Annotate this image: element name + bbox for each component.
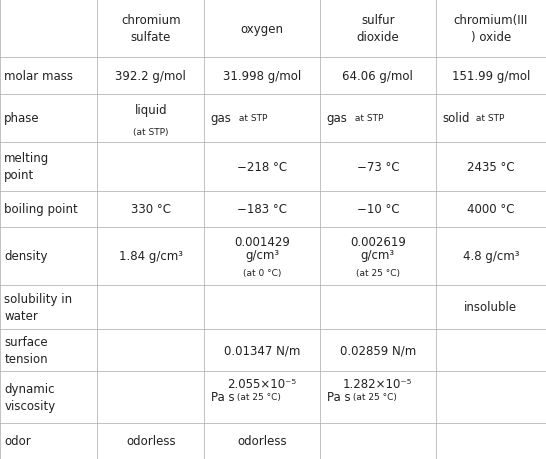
Text: odorless: odorless [238, 435, 287, 448]
Text: 151.99 g/mol: 151.99 g/mol [452, 70, 530, 83]
Text: 0.001429: 0.001429 [234, 235, 290, 248]
Text: 0.02859 N/m: 0.02859 N/m [340, 344, 416, 357]
Text: g/cm³: g/cm³ [245, 248, 279, 261]
Text: (at 25 °C): (at 25 °C) [234, 392, 281, 402]
Text: insoluble: insoluble [464, 301, 518, 314]
Text: boiling point: boiling point [4, 203, 78, 216]
Text: −183 °C: −183 °C [237, 203, 287, 216]
Text: sulfur
dioxide: sulfur dioxide [357, 14, 399, 44]
Text: chromium(III
) oxide: chromium(III ) oxide [454, 14, 528, 44]
Text: melting
point: melting point [4, 152, 50, 182]
Text: at STP: at STP [352, 114, 383, 123]
Text: gas: gas [211, 112, 232, 125]
Text: 1.84 g/cm³: 1.84 g/cm³ [118, 250, 183, 263]
Text: dynamic
viscosity: dynamic viscosity [4, 382, 56, 412]
Text: −218 °C: −218 °C [237, 161, 287, 174]
Text: −10 °C: −10 °C [357, 203, 399, 216]
Text: 4000 °C: 4000 °C [467, 203, 514, 216]
Text: 2.055×10⁻⁵: 2.055×10⁻⁵ [228, 378, 296, 391]
Text: (at 25 °C): (at 25 °C) [356, 268, 400, 277]
Text: solid: solid [442, 112, 470, 125]
Text: 330 °C: 330 °C [130, 203, 171, 216]
Text: 4.8 g/cm³: 4.8 g/cm³ [462, 250, 519, 263]
Text: 0.002619: 0.002619 [350, 235, 406, 248]
Text: liquid: liquid [134, 104, 167, 117]
Text: 64.06 g/mol: 64.06 g/mol [342, 70, 413, 83]
Text: at STP: at STP [473, 114, 504, 123]
Text: at STP: at STP [236, 114, 267, 123]
Text: odorless: odorless [126, 435, 175, 448]
Text: 392.2 g/mol: 392.2 g/mol [115, 70, 186, 83]
Text: chromium
sulfate: chromium sulfate [121, 14, 181, 44]
Text: −73 °C: −73 °C [357, 161, 399, 174]
Text: (at 0 °C): (at 0 °C) [243, 268, 281, 277]
Text: (at STP): (at STP) [133, 128, 169, 137]
Text: Pa s: Pa s [211, 391, 234, 403]
Text: density: density [4, 250, 48, 263]
Text: 1.282×10⁻⁵: 1.282×10⁻⁵ [343, 378, 413, 391]
Text: 0.01347 N/m: 0.01347 N/m [224, 344, 300, 357]
Text: 31.998 g/mol: 31.998 g/mol [223, 70, 301, 83]
Text: 2435 °C: 2435 °C [467, 161, 515, 174]
Text: phase: phase [4, 112, 40, 125]
Text: Pa s: Pa s [327, 391, 350, 403]
Text: solubility in
water: solubility in water [4, 292, 73, 322]
Text: oxygen: oxygen [241, 22, 283, 36]
Text: surface
tension: surface tension [4, 335, 48, 365]
Text: odor: odor [4, 435, 31, 448]
Text: g/cm³: g/cm³ [361, 248, 395, 261]
Text: molar mass: molar mass [4, 70, 73, 83]
Text: gas: gas [327, 112, 347, 125]
Text: (at 25 °C): (at 25 °C) [350, 392, 397, 402]
